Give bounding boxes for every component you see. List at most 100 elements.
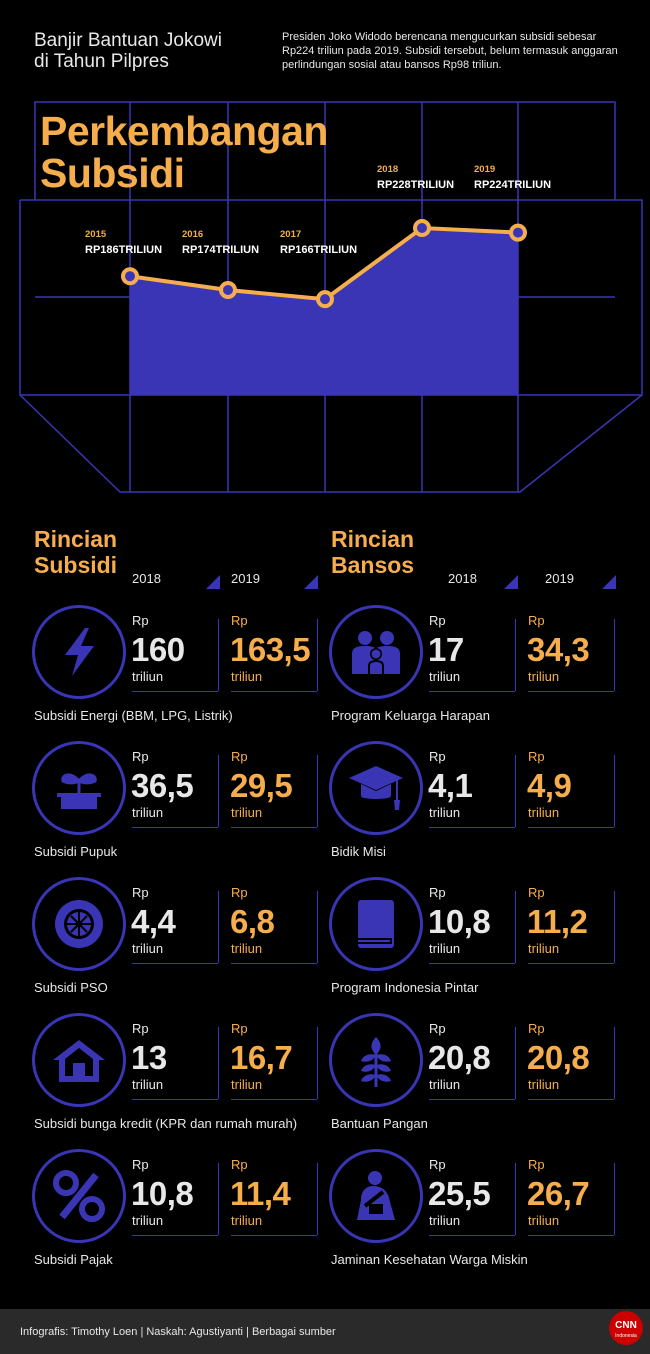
unit-label: triliun [429,1077,461,1092]
bansos-item-label: Jaminan Kesehatan Warga Miskin [331,1252,528,1267]
divider [317,1027,318,1099]
subsidi-icon-circle [32,741,126,835]
value-label-2015: RP186TRILIUN [85,244,163,256]
divider [429,1235,515,1236]
subsidi-col-2019: 2019 [231,571,260,586]
data-point-2018 [413,219,431,237]
divider [218,1163,219,1235]
house-icon [51,1038,107,1082]
corner-triangle [602,575,616,589]
unit-label: triliun [528,941,560,956]
unit-label: triliun [528,669,560,684]
bansos-item-label: Program Keluarga Harapan [331,708,490,723]
title-line-2: di Tahun Pilpres [34,51,169,72]
divider [515,891,516,963]
bansos-value-2019: 26,7 [527,1175,590,1212]
divider [528,963,614,964]
subsidi-icon-circle [32,1013,126,1107]
bansos-value-2019: 4,9 [527,767,572,804]
divider [218,891,219,963]
subsidi-value-2019: 29,5 [230,767,293,804]
lightning-icon [59,628,99,676]
currency-label: Rp [429,1157,446,1172]
currency-label: Rp [231,613,248,628]
divider [317,891,318,963]
divider [429,963,515,964]
infographic-description: Presiden Joko Widodo berencana mengucurk… [282,31,618,71]
divider [528,1099,614,1100]
divider [614,1163,615,1235]
currency-label: Rp [231,749,248,764]
divider [231,1099,317,1100]
book-icon [354,898,398,950]
unit-label: triliun [528,1077,560,1092]
title-line-1: Banjir Bantuan Jokowi [34,30,222,51]
subsidi-item-label: Subsidi Energi (BBM, LPG, Listrik) [34,708,233,723]
unit-label: triliun [132,941,164,956]
subsidi-item-label: Subsidi Pajak [34,1252,113,1267]
unit-label: triliun [231,1077,263,1092]
bansos-icon-circle [329,877,423,971]
currency-label: Rp [528,1021,545,1036]
percent-icon [52,1169,106,1223]
bansos-item-label: Bantuan Pangan [331,1116,428,1131]
divider [132,963,218,964]
bansos-col-2018: 2018 [448,571,477,586]
currency-label: Rp [132,885,149,900]
value-label-2017: RP166TRILIUN [280,244,358,256]
data-point-2015 [121,267,139,286]
subsidy-chart [19,101,643,493]
subsidi-col-2018: 2018 [132,571,161,586]
graduation-cap-icon [347,762,405,814]
value-label-2019: RP224TRILIUN [474,179,552,191]
bansos-value-2018: 25,5 [428,1175,491,1212]
divider [132,1099,218,1100]
bansos-value-2018: 17 [428,631,464,668]
divider [515,619,516,691]
subsidi-item-label: Subsidi PSO [34,980,108,995]
unit-label: triliun [429,941,461,956]
grid-right-bracket [615,199,643,396]
family-icon [348,630,404,674]
unit-label: triliun [528,805,560,820]
wheat-icon [351,1033,401,1087]
grid-perspective-floor [19,394,643,493]
unit-label: triliun [231,1213,263,1228]
currency-label: Rp [132,1021,149,1036]
chart-title: Perkembangan Subsidi [40,110,328,194]
subsidi-value-2018: 4,4 [131,903,176,940]
unit-label: triliun [429,669,461,684]
unit-label: triliun [528,1213,560,1228]
bansos-icon-circle [329,1013,423,1107]
footer-bar [0,1309,650,1354]
bansos-value-2019: 20,8 [527,1039,590,1076]
currency-label: Rp [429,749,446,764]
subsidi-value-2018: 10,8 [131,1175,194,1212]
unit-label: triliun [132,805,164,820]
wheel-icon [52,897,106,951]
subsidi-value-2018: 36,5 [131,767,194,804]
year-label-2015: 2015 [85,229,107,240]
unit-label: triliun [231,669,263,684]
unit-label: triliun [132,1213,164,1228]
patient-icon [351,1170,401,1222]
corner-triangle [504,575,518,589]
year-label-2019: 2019 [474,164,496,175]
divider [317,1163,318,1235]
divider [614,891,615,963]
value-label-2016: RP174TRILIUN [182,244,260,256]
bansos-col-2019: 2019 [545,571,574,586]
data-point-2017 [316,290,334,309]
currency-label: Rp [528,749,545,764]
year-label-2016: 2016 [182,229,204,240]
unit-label: triliun [231,805,263,820]
divider [528,691,614,692]
subsidi-icon-circle [32,605,126,699]
currency-label: Rp [231,1021,248,1036]
divider [231,1235,317,1236]
sprout-icon [53,767,105,809]
divider [218,1027,219,1099]
corner-triangle [304,575,318,589]
subsidi-title-line-1: Rincian [34,526,118,552]
bansos-section-title: Rincian Bansos [331,526,414,578]
